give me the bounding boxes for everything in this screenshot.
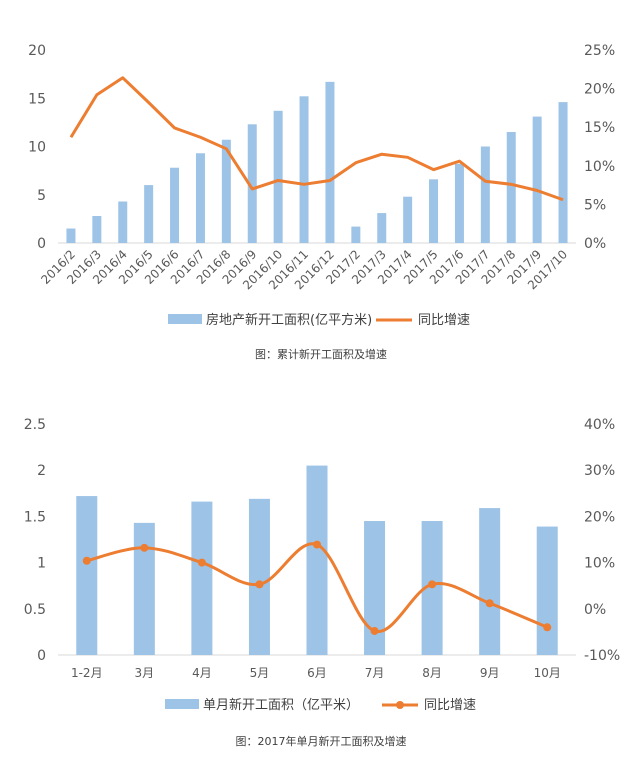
bar-2017/6 [454, 163, 464, 243]
growth-rate-point-9月 [485, 599, 494, 608]
bar-2016/5 [144, 185, 154, 243]
right-axis-tick-label: 15% [584, 120, 615, 136]
growth-rate-point-3月 [140, 543, 149, 552]
bar-2016/8 [221, 139, 231, 243]
right-axis-tick-label: 20% [584, 82, 615, 98]
growth-rate-point-10月 [543, 623, 552, 632]
left-axis-tick-label: 2.5 [24, 417, 46, 433]
bar-3月 [133, 522, 155, 655]
right-axis-tick-label: 10% [584, 556, 615, 572]
right-axis-tick-label: 25% [584, 43, 615, 59]
right-axis-tick-label: 20% [584, 509, 615, 525]
right-axis-tick-label: 0% [584, 602, 606, 618]
growth-rate-point-6月 [313, 540, 321, 549]
bar-1-2月 [76, 496, 98, 655]
category-label: 3月 [135, 666, 155, 680]
bar-2016/10 [273, 110, 283, 243]
right-axis-tick-label: -10% [584, 648, 620, 664]
category-label: 4月 [192, 666, 212, 680]
bar-2017/9 [532, 116, 542, 243]
bar-2017/10 [558, 102, 568, 243]
figure-caption: 图：2017年单月新开工面积及增速 [236, 734, 407, 748]
left-axis-tick-label: 1.5 [24, 509, 46, 525]
category-label: 10月 [534, 666, 561, 680]
bar-2017/3 [377, 213, 387, 243]
category-label: 7月 [365, 666, 385, 680]
growth-rate-point-4月 [197, 558, 206, 567]
bar-2016/7 [195, 153, 205, 243]
growth-rate-point-8月 [428, 580, 437, 589]
category-label: 8月 [422, 666, 442, 680]
right-axis-tick-label: 10% [584, 159, 615, 175]
legend-bar-swatch [168, 314, 202, 324]
category-label: 5月 [250, 666, 270, 680]
left-axis-tick-label: 10 [28, 140, 46, 156]
bar-2017/2 [351, 226, 361, 243]
left-axis-tick-label: 0.5 [24, 602, 46, 618]
bar-6月 [306, 465, 328, 655]
category-label: 9月 [480, 666, 500, 680]
growth-rate-line [69, 76, 564, 202]
left-axis-tick-label: 2 [37, 463, 46, 479]
bar-2016/6 [170, 167, 180, 243]
category-label: 1-2月 [71, 666, 103, 680]
bar-2017/4 [403, 196, 413, 243]
right-axis-tick-label: 30% [584, 463, 615, 479]
bar-9月 [479, 508, 501, 655]
left-axis-tick-label: 0 [37, 648, 46, 664]
legend-bar-label: 房地产新开工面积(亿平方米) [206, 312, 372, 328]
bar-5月 [248, 498, 270, 655]
growth-rate-point-7月 [370, 626, 379, 635]
left-axis-tick-label: 0 [37, 236, 46, 252]
left-axis-tick-label: 15 [28, 91, 46, 107]
left-axis-tick-label: 5 [37, 188, 46, 204]
bar-2016/9 [247, 124, 257, 243]
figure-caption: 图：累计新开工面积及增速 [255, 347, 387, 361]
bar-2017/8 [506, 132, 516, 243]
legend-line-label: 同比增速 [424, 698, 476, 713]
left-axis-tick-label: 20 [28, 43, 46, 59]
bar-2016/12 [325, 81, 335, 243]
right-axis-tick-label: 5% [584, 197, 606, 213]
right-axis-tick-label: 0% [584, 236, 606, 252]
bar-2017/7 [480, 146, 490, 243]
bar-2017/5 [429, 179, 439, 243]
bar-2016/11 [299, 96, 309, 243]
right-axis-tick-label: 40% [584, 417, 615, 433]
category-label: 6月 [307, 666, 327, 680]
bar-2016/4 [118, 201, 128, 243]
legend-bar-label: 单月新开工面积（亿平米） [203, 697, 359, 713]
growth-rate-point-5月 [255, 580, 264, 589]
bar-10月 [536, 526, 558, 655]
legend-bar-swatch [165, 699, 199, 709]
bar-2016/2 [66, 228, 76, 243]
bar-2016/3 [92, 215, 102, 243]
left-axis-tick-label: 1 [37, 556, 46, 572]
legend-line-marker [396, 701, 404, 709]
chart-monthly-new-starts-2017: 0 0.5 1 1.5 2 2.5 -10% 0% 10% 20% 30% 40% 1-2月 3月 4月 5月… [24, 417, 620, 748]
bar-4月 [191, 501, 213, 655]
chart-cumulative-new-starts: 051015200%5%10%15%20%25%2016/22016/32016… [28, 43, 615, 361]
bar-7月 [364, 521, 386, 655]
legend-line-label: 同比增速 [418, 313, 470, 328]
growth-rate-point-1-2月 [82, 556, 91, 565]
